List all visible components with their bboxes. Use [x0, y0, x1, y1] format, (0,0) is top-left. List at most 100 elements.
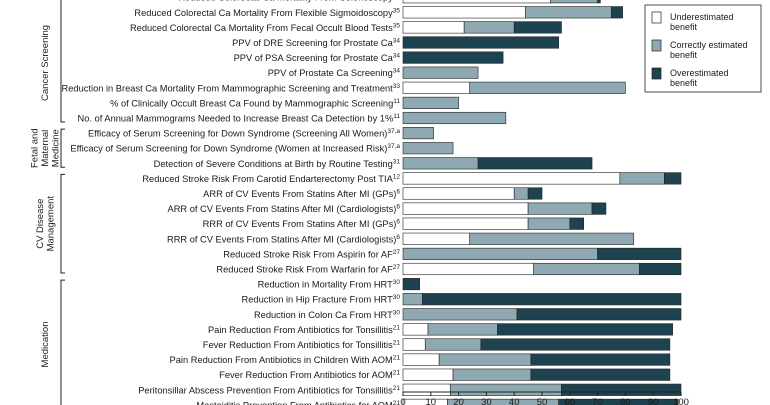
group-label: Fetal andMaternalMedicine — [30, 128, 62, 168]
row-label-text: Detection of Severe Conditions at Birth … — [154, 159, 393, 169]
bar-overestimated — [498, 324, 673, 336]
legend: Underestimated benefit Correctly estimated… — [645, 5, 761, 92]
bar-correctly-estimated — [528, 203, 592, 215]
bar-overestimated — [612, 7, 623, 18]
row-label-text: Fever Reduction From Antibiotics for Ton… — [203, 340, 393, 350]
bar-overestimated — [422, 293, 681, 305]
row-label-text: ARR of CV Events From Statins After MI (… — [168, 204, 397, 214]
bar-underestimated — [403, 7, 525, 18]
row-labels: Reduced Colorectal Ca Mortality From Col… — [62, 0, 401, 405]
row-label-text: PPV of PSA Screening for Prostate Ca — [234, 53, 394, 63]
row-label: Reduction in Colon Ca From HRT30 — [254, 309, 400, 320]
bar-underestimated — [403, 22, 464, 34]
bar-overestimated — [559, 399, 679, 405]
bar-underestimated — [403, 188, 514, 200]
row-label: % of Clinically Occult Breast Ca Found b… — [110, 98, 400, 109]
bar-overestimated — [403, 278, 420, 290]
row-label-text: Efficacy of Serum Screening for Down Syn… — [70, 144, 387, 154]
row-label-superscript: 30 — [393, 294, 401, 301]
row-label-text: Reduction in Breast Ca Mortality From Ma… — [62, 83, 394, 93]
row-label-superscript: 21 — [393, 340, 401, 347]
bar-overestimated — [403, 52, 503, 64]
row-label-superscript: 37,a — [387, 143, 400, 150]
row-label-text: RRR of CV Events From Statins After MI (… — [203, 219, 397, 229]
bar-correctly-estimated — [470, 82, 626, 94]
row-label: Efficacy of Serum Screening for Down Syn… — [88, 128, 400, 139]
row-label: Pain Reduction From Antibiotics for Tons… — [208, 324, 400, 335]
bar-correctly-estimated — [534, 263, 640, 275]
bar-correctly-estimated — [620, 173, 664, 185]
bar-overestimated — [592, 203, 606, 215]
x-tick-label: 70 — [592, 397, 603, 405]
bar-correctly-estimated — [403, 112, 506, 124]
row-label-superscript: 21 — [393, 370, 401, 377]
row-label-superscript: 21 — [393, 385, 401, 392]
bar-correctly-estimated — [403, 309, 517, 321]
group-label: CV DiseaseManagement — [35, 196, 57, 252]
bar-underestimated — [403, 82, 470, 94]
bar-correctly-estimated — [425, 339, 481, 351]
bar-overestimated — [561, 384, 681, 396]
row-label: Fever Reduction From Antibiotics for Ton… — [203, 340, 401, 351]
row-label-text: Reduced Stroke Risk From Carotid Endarte… — [142, 174, 393, 184]
x-tick-label: 90 — [648, 397, 659, 405]
x-tick-label: 50 — [537, 397, 548, 405]
row-label-text: Mastoiditis Prevention From Antibiotics … — [196, 400, 392, 405]
bar-overestimated — [481, 339, 670, 351]
row-label: Pain Reduction From Antibiotics in Child… — [170, 355, 401, 366]
bar-overestimated — [478, 158, 592, 170]
group-labels: Cancer Screening Fetal andMaternalMedicin… — [30, 0, 66, 405]
x-tick-label: 60 — [565, 397, 576, 405]
row-label: Fever Reduction From Antibiotics for AOM… — [219, 370, 400, 381]
row-label-text: PPV of Prostate Ca Screening — [268, 68, 393, 78]
legend-underestimated-swatch — [652, 12, 661, 23]
row-label-superscript: 21 — [393, 400, 401, 405]
row-label-superscript: 37,a — [387, 128, 400, 135]
row-label: ARR of CV Events From Statins After MI (… — [168, 204, 401, 215]
row-label-superscript: 27 — [393, 249, 401, 256]
row-label-text: Reduced Colorectal Ca Mortality From Fle… — [134, 8, 393, 18]
row-label-superscript: 21 — [393, 355, 401, 362]
bar-underestimated — [403, 324, 428, 336]
row-label-text: ARR of CV Events From Statins After MI (… — [203, 189, 396, 199]
row-label-superscript: 34 — [393, 53, 401, 60]
row-label: PPV of Prostate Ca Screening34 — [268, 68, 401, 79]
row-label: Reduced Colorectal Ca Mortality From Fle… — [134, 7, 400, 17]
bar-underestimated — [403, 233, 470, 245]
row-label-text: Pain Reduction From Antibiotics for Tons… — [208, 325, 393, 335]
x-tick-label: 20 — [453, 397, 464, 405]
group-bracket — [61, 0, 65, 122]
row-label-text: No. of Annual Mammograms Needed to Incre… — [78, 114, 394, 124]
x-tick-label: 80 — [620, 397, 631, 405]
group-bracket — [61, 129, 65, 167]
group-label-line: Fetal and — [30, 128, 41, 168]
bar-overestimated — [517, 309, 681, 321]
bar-correctly-estimated — [514, 188, 528, 200]
row-label: Reduced Colorectal Ca Mortality From Fec… — [130, 22, 400, 33]
row-label-text: Peritonsillar Abscess Prevention From An… — [138, 385, 393, 395]
bar-correctly-estimated — [403, 158, 478, 170]
row-label-text: Reduction in Hip Fracture From HRT — [242, 295, 394, 305]
row-label-text: % of Clinically Occult Breast Ca Found b… — [110, 98, 393, 108]
row-label: RRR of CV Events From Statins After MI (… — [167, 234, 400, 245]
row-label: RRR of CV Events From Statins After MI (… — [203, 219, 401, 230]
row-label-superscript: 35 — [393, 22, 401, 29]
row-label-text: Reduced Stroke Risk From Warfarin for AF — [216, 265, 393, 275]
bar-underestimated — [403, 339, 425, 351]
bar-underestimated — [403, 0, 550, 3]
row-label-text: Reduction in Mortality From HRT — [258, 280, 394, 290]
bar-overestimated — [598, 248, 681, 260]
bar-correctly-estimated — [403, 67, 478, 79]
row-label-superscript: 12 — [393, 173, 401, 180]
group-label-line: Maternal — [40, 130, 51, 167]
row-label-superscript: 27 — [393, 264, 401, 271]
row-label-superscript: 6 — [396, 219, 400, 226]
group-label: Medication — [40, 322, 51, 368]
bar-underestimated — [403, 203, 528, 215]
row-label: PPV of PSA Screening for Prostate Ca34 — [234, 53, 401, 64]
bar-overestimated — [403, 37, 559, 49]
bar-correctly-estimated — [403, 142, 453, 154]
x-tick-label: 100 — [673, 397, 689, 405]
row-label-superscript: 35 — [393, 7, 401, 14]
bar-underestimated — [403, 384, 450, 396]
